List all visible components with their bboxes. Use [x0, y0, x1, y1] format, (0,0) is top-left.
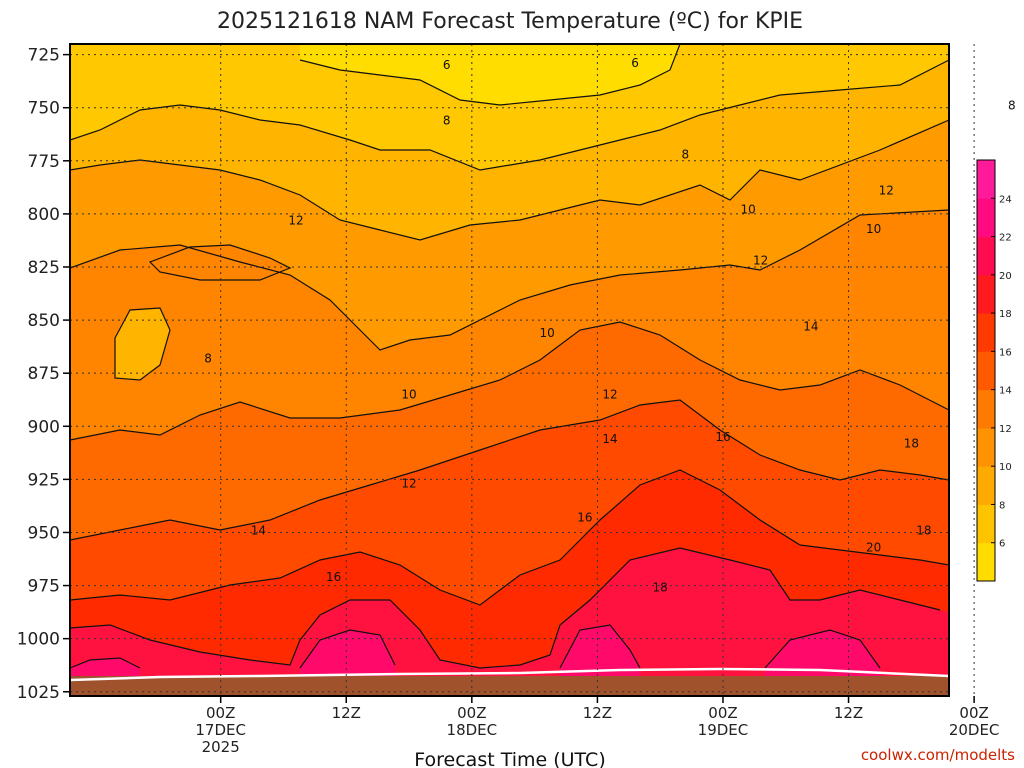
x-tick-label: 00Z	[959, 704, 988, 722]
x-tick-label: 00Z	[708, 704, 737, 722]
chart-title: 2025121618 NAM Forecast Temperature (ºC)…	[217, 9, 803, 34]
gridlines	[70, 44, 975, 696]
y-tick-label: 975	[28, 577, 60, 597]
colorbar-swatch	[977, 542, 995, 582]
contour-label: 16	[715, 430, 730, 444]
terrain-ground	[70, 676, 949, 696]
contour-label: 6	[443, 58, 451, 72]
x-tick-label: 18DEC	[447, 721, 498, 739]
y-tick-label: 925	[28, 470, 60, 490]
y-tick-label: 950	[28, 523, 60, 543]
y-tick-label: 825	[28, 258, 60, 278]
band-6-8	[70, 44, 949, 170]
y-tick-label: 900	[28, 417, 60, 437]
contour-label: 16	[577, 511, 592, 525]
y-tick-label: 875	[28, 364, 60, 384]
contour-label: 14	[602, 432, 617, 446]
colorbar-swatch	[977, 389, 995, 429]
colorbar-label: 6	[999, 539, 1005, 550]
band-lt6	[300, 44, 680, 105]
colorbar-label: 20	[999, 271, 1012, 282]
colorbar-frame	[976, 159, 996, 582]
colorbar-swatch	[977, 504, 995, 544]
filled-contours	[70, 44, 949, 696]
colorbar-swatch	[977, 351, 995, 391]
x-tick-label: 20DEC	[949, 721, 1000, 739]
contour-label: 12	[602, 387, 617, 401]
contour-label: 10	[740, 203, 755, 217]
contour-label: 8	[681, 147, 689, 161]
y-tick-label: 850	[28, 311, 60, 331]
y-tick-label: 725	[28, 46, 60, 66]
colorbar-label: 12	[999, 424, 1012, 435]
x-axis-label: Forecast Time (UTC)	[414, 749, 605, 768]
x-tick-label: 00Z	[206, 704, 235, 722]
y-axis: 725 750 775 800 825 850 875 900 925 950 975 1000 102…	[17, 46, 70, 703]
contour-label: 14	[251, 523, 266, 537]
colorbar-label: 16	[999, 347, 1012, 358]
contour-label: 8	[204, 351, 212, 365]
contour-label: 12	[753, 254, 768, 268]
x-tick-label: 12Z	[834, 704, 863, 722]
contour-label: 12	[288, 213, 303, 227]
x-tick-label: 19DEC	[698, 721, 749, 739]
colorbar-swatch	[977, 313, 995, 352]
x-tick-label: 2025	[202, 738, 240, 756]
x-tick-label: 12Z	[332, 704, 361, 722]
terrain-edge	[70, 667, 949, 682]
y-tick-label: 1025	[17, 683, 60, 703]
contour-label: 18	[653, 581, 668, 595]
colorbar: 6 8 10 12 14 16 18 20 22 24	[976, 159, 1012, 582]
colorbar-swatch	[977, 160, 995, 199]
contour-label: 8	[443, 113, 451, 127]
colorbar-swatch	[977, 274, 995, 314]
y-tick-label: 775	[28, 152, 60, 172]
contour-label: 12	[879, 184, 894, 198]
contour-labels: 6 6 8 8 8 10 10 10 12 12 12 12 8 10 10 12 14 14 14 12 14 16 16…	[204, 56, 1016, 595]
colorbar-label: 22	[999, 233, 1012, 244]
contour-label: 14	[803, 319, 818, 333]
colorbar-swatch	[977, 198, 995, 238]
colorbar-swatch	[977, 427, 995, 467]
contour-label: 10	[866, 222, 881, 236]
cool-pocket-8	[115, 308, 170, 380]
colorbar-label: 10	[999, 462, 1012, 473]
contour-label: 16	[326, 570, 341, 584]
contour-label: 10	[540, 326, 555, 340]
source-credit: coolwx.com/modelts	[861, 746, 1015, 764]
colorbar-swatch	[977, 236, 995, 276]
colorbar-swatch	[977, 466, 995, 505]
contour-label: 10	[401, 387, 416, 401]
contour-label: 12	[401, 477, 416, 491]
y-tick-label: 1000	[17, 630, 60, 650]
contour-label: 18	[916, 523, 931, 537]
y-tick-label: 750	[28, 99, 60, 119]
contour-label: 6	[631, 56, 639, 70]
colorbar-label: 24	[999, 194, 1012, 205]
colorbar-label: 8	[999, 500, 1005, 511]
contour-label: 20	[866, 540, 881, 554]
contour-lines	[70, 44, 949, 669]
contour-label: 8	[1008, 99, 1016, 113]
x-tick-label: 00Z	[457, 704, 486, 722]
plot-frame	[69, 43, 950, 697]
x-tick-label: 17DEC	[195, 721, 246, 739]
colorbar-label: 14	[999, 386, 1012, 397]
colorbar-label: 18	[999, 309, 1012, 320]
y-tick-label: 800	[28, 205, 60, 225]
contour-label: 18	[904, 436, 919, 450]
x-tick-label: 12Z	[583, 704, 612, 722]
band-20-22	[70, 548, 949, 696]
